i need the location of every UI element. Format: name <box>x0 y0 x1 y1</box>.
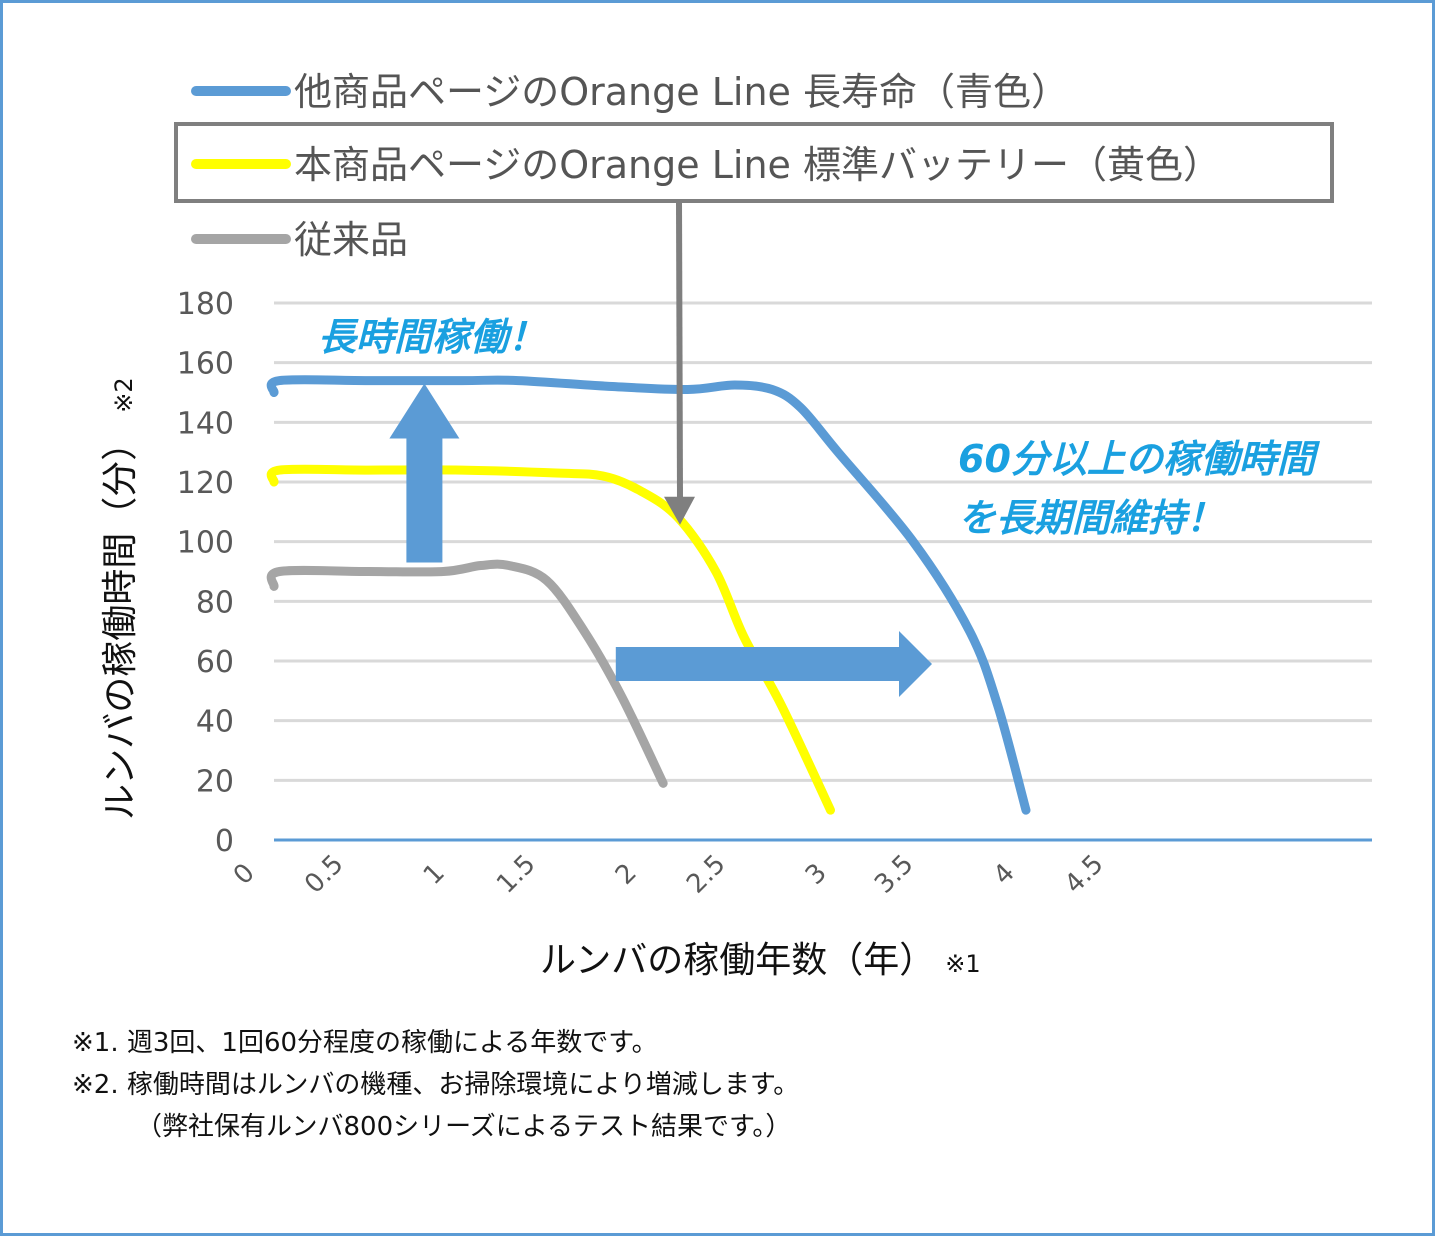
x-tick-label: 3 <box>800 858 833 891</box>
pointer-arrow-head <box>664 496 695 525</box>
x-tick-label: 1 <box>418 858 451 891</box>
footnote-3: （弊社保有ルンバ800シリーズによるテスト結果です。） <box>136 1112 792 1142</box>
y-tick-label: 80 <box>196 585 234 620</box>
series-line-conventional <box>266 559 668 788</box>
series-line-long-life <box>266 375 1031 815</box>
x-tick-label: 1.5 <box>491 849 541 899</box>
y-tick-label: 120 <box>177 466 234 501</box>
x-tick-label: 0 <box>228 858 261 891</box>
x-tick-label: 3.5 <box>869 849 919 899</box>
up-arrow <box>389 383 460 563</box>
y-tick-label: 0 <box>215 824 234 859</box>
legend-highlight-box <box>174 122 1334 203</box>
x-tick-label: 2.5 <box>681 849 731 899</box>
series-lines <box>266 375 1031 815</box>
series-line-standard <box>266 464 835 815</box>
arrows <box>389 200 932 697</box>
y-axis-title-text: ルンバの稼働時間（分） <box>100 425 141 820</box>
callout-60min-line2: を長期間維持！ <box>958 496 1224 540</box>
x-axis-title-note: ※1 <box>945 950 980 978</box>
x-tick-labels: 0 0.5 1 1.5 2 2.5 3 3.5 4 4.5 <box>228 849 1110 899</box>
callout-60min-line1: 60分以上の稼働時間 <box>958 437 1321 481</box>
legend: 他商品ページのOrange Line 長寿命（青色） 本商品ページのOrange… <box>174 70 1334 262</box>
y-tick-label: 20 <box>196 764 234 799</box>
footnote-1: ※1. 週3回、1回60分程度の稼働による年数です。 <box>72 1028 658 1058</box>
y-tick-label: 180 <box>177 287 234 322</box>
y-tick-labels: 0 20 40 60 80 100 120 140 160 180 <box>177 287 234 859</box>
pointer-arrow-shaft <box>676 200 683 499</box>
right-arrow <box>615 631 932 697</box>
y-tick-label: 40 <box>196 705 234 740</box>
y-tick-label: 60 <box>196 645 234 680</box>
legend-label-yellow: 本商品ページのOrange Line 標準バッテリー（黄色） <box>294 143 1221 187</box>
x-tick-label: 2 <box>610 858 643 891</box>
y-tick-label: 140 <box>177 406 234 441</box>
y-tick-label: 100 <box>177 526 234 561</box>
y-tick-label: 160 <box>177 347 234 382</box>
x-axis-title: ルンバの稼働年数（年） ※1 <box>540 940 981 981</box>
footnote-2: ※2. 稼働時間はルンバの機種、お掃除環境により増減します。 <box>72 1070 800 1100</box>
x-axis-title-text: ルンバの稼働年数（年） <box>540 940 935 981</box>
y-axis-title: ルンバの稼働時間（分） ※2 <box>100 377 141 820</box>
x-tick-label: 4 <box>988 858 1021 891</box>
x-tick-label: 4.5 <box>1059 849 1109 899</box>
legend-label-blue: 他商品ページのOrange Line 長寿命（青色） <box>294 70 1069 114</box>
y-axis-title-note: ※2 <box>110 377 138 412</box>
callout-long-runtime: 長時間稼働！ <box>318 315 546 359</box>
x-tick-label: 0.5 <box>299 849 349 899</box>
legend-label-gray: 従来品 <box>294 218 408 262</box>
